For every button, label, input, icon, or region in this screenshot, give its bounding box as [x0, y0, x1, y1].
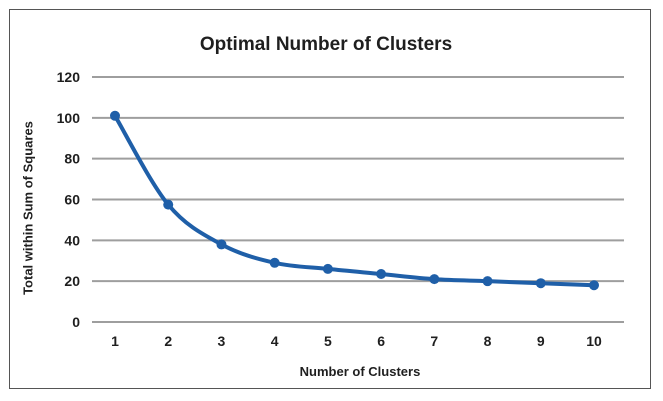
- data-point: [163, 199, 174, 210]
- data-point: [376, 269, 387, 280]
- data-point: [535, 278, 546, 289]
- data-point: [216, 239, 227, 250]
- data-point: [429, 274, 440, 285]
- data-point: [110, 110, 120, 121]
- x-axis-label: Number of Clusters: [299, 364, 421, 379]
- x-tick-label: 4: [271, 333, 279, 349]
- x-tick-label: 8: [484, 333, 492, 349]
- y-tick-label: 120: [57, 69, 81, 85]
- x-tick-label: 10: [586, 333, 602, 349]
- x-tick-label: 5: [324, 333, 332, 349]
- data-point: [322, 263, 333, 274]
- x-tick-label: 2: [164, 333, 172, 349]
- data-point: [589, 280, 599, 291]
- x-tick-label: 9: [537, 333, 545, 349]
- x-tick-label: 3: [218, 333, 226, 349]
- y-tick-label: 40: [64, 232, 80, 248]
- data-point: [482, 276, 493, 287]
- x-tick-label: 6: [377, 333, 385, 349]
- y-tick-label: 20: [64, 273, 80, 289]
- y-tick-label: 80: [64, 151, 80, 167]
- data-point: [269, 257, 280, 268]
- chart-title: Optimal Number of Clusters: [199, 34, 453, 55]
- y-tick-label: 60: [64, 192, 80, 208]
- y-tick-label: 100: [57, 110, 81, 126]
- x-tick-label: 7: [430, 333, 438, 349]
- y-tick-label: 0: [72, 314, 80, 330]
- x-tick-label: 1: [111, 333, 119, 349]
- series-line: [113, 113, 596, 288]
